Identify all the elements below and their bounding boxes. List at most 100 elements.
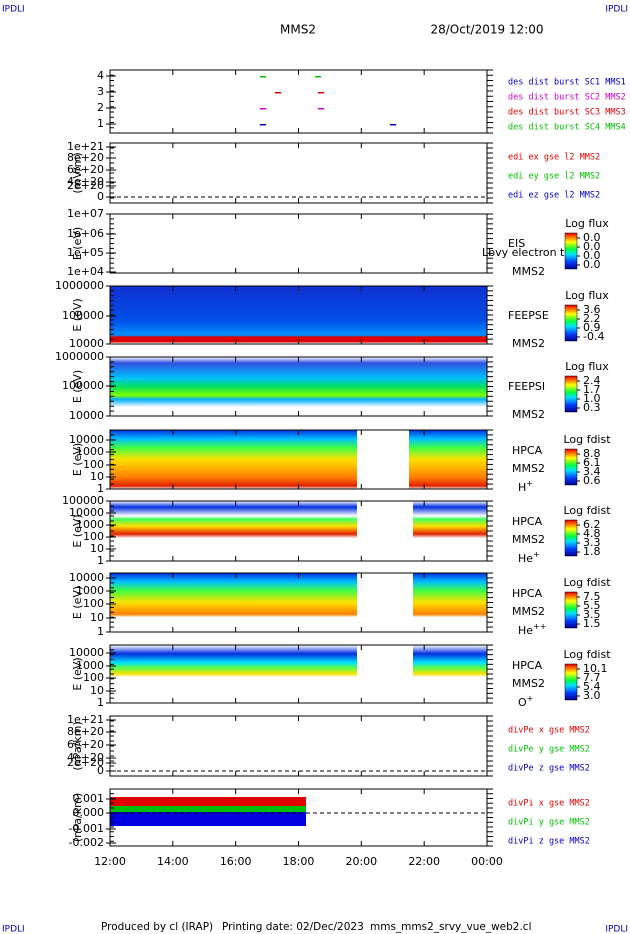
species: He (518, 552, 533, 565)
instrument-label: FEEPSE (508, 309, 549, 322)
y-tick-label: -0.001 (69, 822, 104, 835)
footer-text: Produced by cl (IRAP) (101, 921, 213, 933)
y-tick-label: 1000000 (55, 279, 104, 292)
colorbar-tick-label: 2.2 (583, 312, 601, 325)
species-charge: + (533, 550, 540, 559)
y-tick-label: 100 (83, 458, 104, 471)
corner-label: IPDLI (605, 925, 628, 934)
sample-mark (318, 92, 324, 94)
colorbar (564, 448, 578, 486)
sample-mark (315, 76, 321, 78)
instrument-label: FEEPSI (508, 380, 545, 393)
sample-mark (260, 108, 266, 110)
x-tick-label: 14:00 (157, 855, 189, 868)
y-tick-label: 10000 (69, 646, 104, 659)
x-tick-label: 22:00 (408, 855, 440, 868)
colorbar-tick-label: 0.3 (583, 401, 601, 414)
legend-label: divPi x gse MMS2 (508, 799, 590, 809)
y-tick-label: 1 (97, 696, 104, 709)
y-tick-label: 10000 (69, 506, 104, 519)
colorbar-tick-label: 2.4 (583, 374, 601, 387)
data-gap (357, 573, 413, 632)
colorbar-tick-label: 0.0 (583, 240, 601, 253)
y-axis-label: E (eV) (71, 586, 84, 619)
probe-label: MMS2 (512, 605, 545, 618)
y-tick-label: 1e+21 (67, 140, 104, 153)
x-tick-label: 12:00 (94, 855, 126, 868)
probe-label: MMS2 (512, 462, 545, 475)
x-tick-label: 20:00 (345, 855, 377, 868)
sample-mark (390, 124, 396, 126)
sample-mark (275, 92, 281, 94)
species-label: He++ (518, 622, 546, 638)
panel-frame (109, 715, 488, 777)
colorbar-title: Log flux (565, 289, 609, 302)
probe-label: MMS2 (512, 408, 545, 421)
instrument-label: EIS (508, 237, 525, 250)
y-tick-label: 100 (83, 530, 104, 543)
y-tick-label: 1e+06 (67, 227, 104, 240)
y-axis-label: E (eV) (71, 227, 84, 260)
y-tick-label: 10 (90, 542, 104, 555)
colorbar-tick-label: 3.5 (583, 608, 601, 621)
spectrogram (110, 501, 487, 561)
colorbar (564, 304, 578, 342)
y-tick-label: 1 (97, 554, 104, 567)
legend-label: divPe x gse MMS2 (508, 726, 590, 736)
data-gap (357, 501, 413, 561)
probe-label: MMS2 (512, 265, 545, 278)
y-tick-label: 10 (90, 470, 104, 483)
species-label: He+ (518, 550, 540, 566)
panel-frame (109, 142, 488, 204)
corner-label: IPDLI (2, 925, 25, 934)
y-tick-label: 100000 (62, 379, 104, 392)
colorbar-tick-label: 3.4 (583, 465, 601, 478)
colorbar-tick-label: 3.0 (583, 689, 601, 702)
colorbar-tick-label: -0.4 (583, 330, 604, 343)
y-tick-label: 1000 (76, 584, 104, 597)
y-tick-label: 6e+20 (67, 738, 104, 751)
colorbar-tick-label: 7.5 (583, 590, 601, 603)
colorbar-tick-label: 5.4 (583, 680, 601, 693)
x-tick-label: 16:00 (220, 855, 252, 868)
species-label: H+ (518, 479, 533, 495)
colorbar-tick-label: 1.7 (583, 383, 601, 396)
y-tick-label: 4e+20 (67, 175, 104, 188)
spectrogram (110, 286, 487, 344)
y-tick-label: 2 (97, 101, 104, 114)
colorbar-tick-label: 6.1 (583, 456, 601, 469)
y-tick-label: 1 (97, 117, 104, 130)
species-charge: + (527, 694, 534, 703)
colorbar-tick-label: 6.2 (583, 518, 601, 531)
colorbar (564, 663, 578, 701)
colorbar-tick-label: 5.5 (583, 599, 601, 612)
colorbar-tick-label: 4.8 (583, 527, 601, 540)
colorbar-tick-label: 10.1 (583, 662, 608, 675)
y-tick-label: 0.001 (73, 792, 105, 805)
spectrogram (110, 573, 487, 632)
y-tick-label: 10000 (69, 409, 104, 422)
colorbar-title: Log flux (565, 360, 609, 373)
instrument-label: HPCA (512, 587, 543, 600)
colorbar (564, 591, 578, 629)
legend-label: edi ey gse l2 MMS2 (508, 172, 600, 182)
colorbar-title: Log fdist (563, 648, 611, 661)
instrument-label: HPCA (512, 659, 543, 672)
y-tick-label: 1000000 (55, 350, 104, 363)
species: H (518, 481, 526, 494)
colorbar (564, 232, 578, 270)
y-tick-label: 0 (97, 764, 104, 777)
colorbar-tick-label: 0.6 (583, 474, 601, 487)
y-tick-label: 1e+07 (67, 207, 104, 220)
footer-text: Printing date: 02/Dec/2023 (222, 921, 364, 933)
colorbar-title: Log fdist (563, 433, 611, 446)
spectrogram (110, 645, 487, 703)
overlap-note: Lbvy electron tof (482, 246, 576, 259)
legend-label: des dist burst SC1 MMS1 (508, 78, 626, 88)
y-tick-label: 4 (97, 69, 104, 82)
y-axis-label: (nPa/km) (71, 793, 84, 842)
y-tick-label: 10000 (69, 337, 104, 350)
colorbar-tick-label: 7.7 (583, 671, 601, 684)
colorbar-tick-label: 3.6 (583, 303, 601, 316)
